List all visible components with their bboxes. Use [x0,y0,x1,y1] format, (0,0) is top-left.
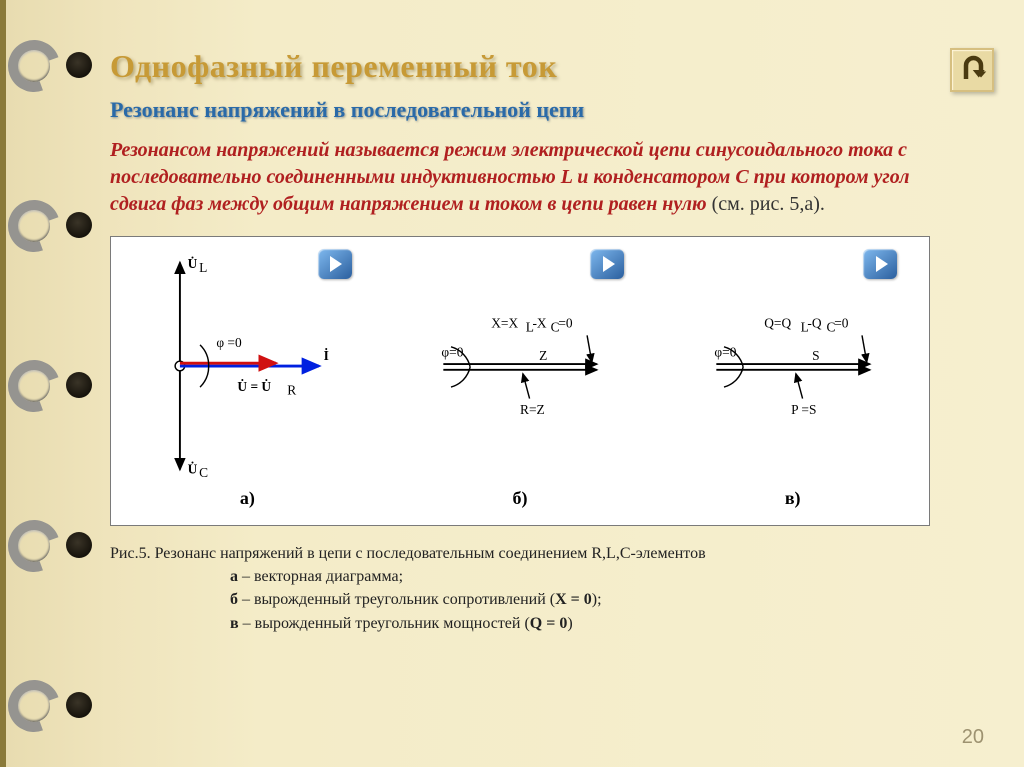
play-button-a[interactable] [318,249,352,279]
u-turn-icon [957,55,987,85]
caption-line-c: в – вырожденный треугольник мощностей (Q… [110,612,930,635]
slide-content: Однофазный переменный ток Резонанс напря… [110,48,994,747]
panel-c-label: в) [785,488,801,509]
svg-text:İ: İ [324,348,329,363]
play-button-c[interactable] [863,249,897,279]
svg-text:X=X: X=X [491,315,518,330]
svg-text:L: L [199,260,207,275]
page-subtitle: Резонанс напряжений в последовательной ц… [110,97,994,123]
play-button-b[interactable] [590,249,624,279]
svg-text:-X: -X [532,315,546,330]
panel-a: U̇L U̇C İ φ =0 U̇ = U̇R а) [123,247,372,515]
svg-text:=0: =0 [558,315,573,330]
binder-rings [18,0,78,767]
panel-b: X=XL -XC =0 φ=0 Z R=Z [396,247,645,515]
svg-text:R: R [288,382,297,397]
caption-line-a: а – а – векторная диаграмма;векторная ди… [110,565,930,588]
svg-text:φ=0: φ=0 [714,344,736,359]
svg-text:φ=0: φ=0 [441,344,463,359]
svg-text:=0: =0 [834,315,849,330]
svg-text:-Q: -Q [807,315,821,330]
panel-c: Q=QL -QC =0 φ=0 S P =S в) [668,247,917,515]
svg-text:C: C [199,465,208,480]
svg-text:Z: Z [539,348,547,363]
page-number: 20 [962,726,984,749]
svg-text:φ =0: φ =0 [217,334,243,349]
triangle-diagram-b: X=XL -XC =0 φ=0 Z R=Z [405,266,635,466]
svg-text:P =S: P =S [791,401,816,416]
svg-text:R=Z: R=Z [520,401,545,416]
svg-text:S: S [812,348,819,363]
figure-caption: Рис.5. Резонанс напряжений в цепи с посл… [110,542,930,635]
caption-line-b: б – вырожденный треугольник сопротивлени… [110,588,930,611]
figure-5: U̇L U̇C İ φ =0 U̇ = U̇R а) [110,236,930,526]
svg-text:U̇: U̇ [188,256,198,271]
caption-lead: Рис.5. Резонанс напряжений в цепи с посл… [110,545,706,562]
svg-text:U̇: U̇ [188,461,198,476]
triangle-diagram-c: Q=QL -QC =0 φ=0 S P =S [678,266,908,466]
back-button[interactable] [950,48,994,92]
svg-text:Q=Q: Q=Q [764,315,791,330]
panel-a-label: а) [240,488,255,509]
vector-diagram-a: U̇L U̇C İ φ =0 U̇ = U̇R [132,251,362,481]
intro-tail: (см. рис. 5,а). [707,193,825,215]
panel-b-label: б) [513,488,528,509]
intro-paragraph: Резонансом напряжений называется режим э… [110,137,930,218]
page-title: Однофазный переменный ток [110,48,994,85]
svg-text:U̇ = U̇: U̇ = U̇ [238,378,272,393]
